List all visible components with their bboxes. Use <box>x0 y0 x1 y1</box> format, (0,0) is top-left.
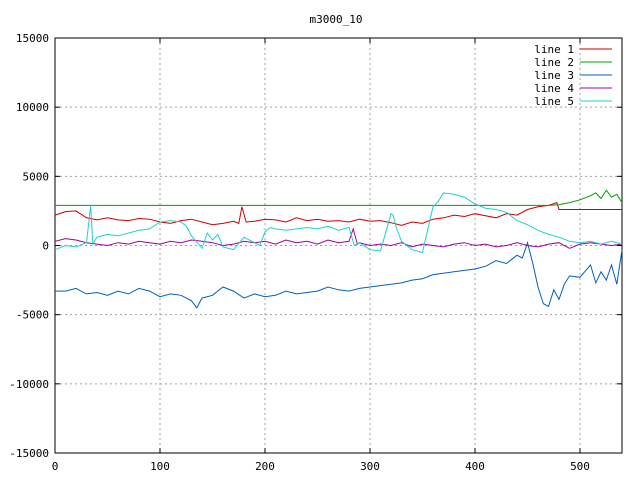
axis-ticks: 0 100 200 300 400 500 -15000 -10000 -5000 0 5000 10… <box>9 32 622 473</box>
series-line-3 <box>55 240 623 309</box>
series-line-5 <box>54 192 623 254</box>
y-tick-label: 10000 <box>16 101 49 114</box>
legend-label-1: line 1 <box>534 43 574 56</box>
x-tick-label: 500 <box>570 460 590 473</box>
y-tick-label: -5000 <box>16 309 49 322</box>
grid-lines <box>55 38 622 453</box>
series-line-1 <box>54 201 622 226</box>
y-tick-label: -10000 <box>9 378 49 391</box>
y-tick-label: 5000 <box>23 170 50 183</box>
x-tick-label: 0 <box>52 460 59 473</box>
x-tick-label: 200 <box>255 460 275 473</box>
x-tick-label: 100 <box>150 460 170 473</box>
x-tick-label: 300 <box>360 460 380 473</box>
chart-title: m3000_10 <box>310 13 363 26</box>
legend-label-2: line 2 <box>534 56 574 69</box>
series-line-4 <box>54 227 623 249</box>
y-tick-label: 15000 <box>16 32 49 45</box>
legend-label-3: line 3 <box>534 69 574 82</box>
legend-label-4: line 4 <box>534 82 574 95</box>
legend-label-5: line 5 <box>534 95 574 108</box>
y-tick-label: 0 <box>42 240 49 253</box>
x-tick-label: 400 <box>465 460 485 473</box>
data-series <box>54 189 623 309</box>
y-tick-label: -15000 <box>9 447 49 460</box>
series-line-2 <box>55 189 623 206</box>
